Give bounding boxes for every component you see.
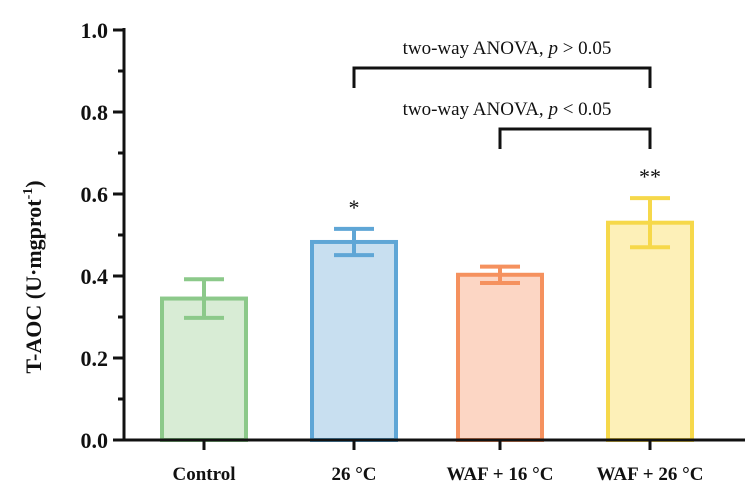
y-tick-label: 0.0: [81, 428, 109, 453]
comparison-label-p: p: [546, 38, 558, 59]
bar: [606, 220, 694, 442]
bar: [310, 239, 398, 442]
comparison-bracket: [498, 127, 652, 149]
y-tick-label: 0.6: [81, 182, 109, 207]
comparison-label: two-way ANOVA, p < 0.05: [403, 99, 612, 120]
significance-marker: **: [639, 164, 661, 189]
significance-marker: *: [349, 195, 360, 220]
comparison-label-p: p: [546, 99, 558, 120]
bar: [160, 296, 248, 442]
y-axis: 0.0 0.2 0.4 0.6 0.8 1.0: [81, 18, 126, 453]
comparison-label-prefix: two-way ANOVA,: [403, 38, 549, 59]
y-tick-label: 0.8: [81, 100, 109, 125]
y-axis-label: T-AOC (U·mgprot-1): [21, 180, 46, 373]
x-category-label: Control: [173, 464, 236, 485]
y-axis-label-close: ): [21, 180, 46, 187]
y-tick-label: 0.2: [81, 346, 109, 371]
x-category-label: 26 °C: [331, 464, 376, 485]
y-axis-label-main: T-AOC (U·mgprot: [21, 199, 46, 374]
x-category-label: WAF + 26 °C: [597, 464, 704, 485]
comparison-label-suffix: > 0.05: [558, 38, 611, 59]
comparison-label-prefix: two-way ANOVA,: [403, 99, 549, 120]
x-category-label: WAF + 16 °C: [447, 464, 554, 485]
comparison-bracket: [352, 66, 652, 88]
y-tick-label: 0.4: [81, 264, 109, 289]
y-axis-label-superscript: -1: [21, 188, 36, 200]
x-axis: Control 26 °C WAF + 16 °C WAF + 26 °C: [124, 438, 745, 485]
bars-group: ***: [160, 164, 694, 442]
bar: [456, 272, 544, 442]
comparison-label: two-way ANOVA, p > 0.05: [403, 38, 612, 59]
comparison-label-suffix: < 0.05: [558, 99, 611, 120]
y-tick-label: 1.0: [81, 18, 109, 43]
